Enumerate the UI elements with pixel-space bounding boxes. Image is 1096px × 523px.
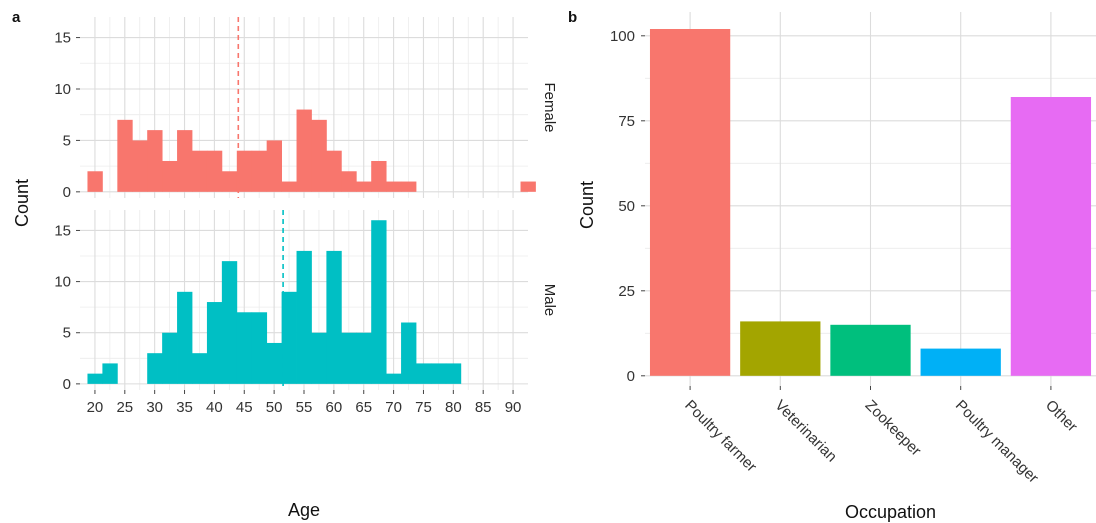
y-axis-title-count-b: Count — [577, 181, 597, 229]
x-tick-label: 85 — [475, 399, 492, 416]
histogram-bar — [371, 160, 387, 192]
histogram-bar — [326, 250, 342, 384]
histogram-bar — [281, 291, 297, 384]
histogram-bar — [386, 373, 402, 384]
histogram-bar — [386, 181, 402, 192]
facet-male: 0 5 10 15 Male — [54, 210, 558, 393]
x-tick-label: 80 — [445, 399, 462, 416]
histogram-bar — [356, 332, 372, 384]
x-tick-label: 50 — [266, 399, 283, 416]
histogram-bar — [371, 220, 387, 384]
histogram-bar — [162, 160, 178, 192]
panel-b-occupation-bar-chart: b 0 25 50 75 100 Poultry farmer Veterinarian Zoo… — [568, 9, 1096, 522]
x-tick-label: 75 — [415, 399, 432, 416]
histogram-bar — [87, 171, 103, 192]
histogram-bar — [296, 109, 312, 192]
bar-poultry-farmer — [649, 29, 731, 376]
x-tick-label: Poultry manager — [952, 397, 1042, 487]
histogram-bar — [266, 140, 282, 192]
histogram-bar — [221, 171, 238, 192]
x-tick-label: 65 — [355, 399, 372, 416]
panel-label-b: b — [568, 9, 577, 26]
histogram-bar — [311, 332, 327, 384]
histogram-bar — [251, 312, 268, 384]
histogram-bar — [416, 363, 432, 384]
histogram-bar — [311, 119, 327, 192]
histogram-bar — [177, 291, 193, 384]
x-tick-label: Other — [1042, 397, 1081, 436]
histogram-bar — [117, 119, 133, 192]
y-tick-label: 15 — [54, 222, 71, 239]
bar-poultry-manager — [920, 348, 1001, 376]
y-tick-label: 0 — [63, 184, 71, 201]
histogram-bar — [206, 150, 223, 192]
x-tick-label: Zookeeper — [862, 397, 925, 460]
y-tick-label: 0 — [63, 376, 71, 393]
histogram-bar — [266, 342, 282, 384]
bar-other — [1010, 97, 1092, 376]
x-tick-label: Veterinarian — [771, 397, 840, 466]
histogram-bar — [296, 250, 312, 384]
histogram-bar — [236, 150, 253, 192]
histogram-bar — [430, 363, 447, 384]
histogram-bar — [401, 181, 417, 192]
y-tick-label: 0 — [627, 368, 635, 385]
histogram-bar — [520, 181, 536, 192]
y-tick-label: 75 — [618, 113, 635, 130]
histogram-bar — [401, 322, 417, 384]
y-tick-label: 25 — [618, 283, 635, 300]
x-tick-label: 20 — [87, 399, 104, 416]
y-tick-label: 100 — [610, 28, 635, 45]
histogram-bar — [147, 353, 163, 384]
x-tick-label: 60 — [326, 399, 343, 416]
x-tick-label: 70 — [385, 399, 402, 416]
x-tick-label: 25 — [116, 399, 133, 416]
y-tick-label: 10 — [54, 274, 71, 291]
histogram-bar — [206, 302, 223, 384]
y-tick-label: 15 — [54, 30, 71, 47]
x-axis-title-age: Age — [288, 500, 320, 520]
panel-label-a: a — [12, 9, 21, 26]
histogram-bar — [162, 332, 178, 384]
histogram-bar — [87, 373, 103, 384]
histogram-bar — [251, 150, 268, 192]
histogram-bar — [236, 312, 253, 384]
x-tick-label: Poultry farmer — [681, 397, 760, 476]
y-tick-label: 10 — [54, 81, 71, 98]
x-tick-label: 90 — [505, 399, 522, 416]
y-tick-label: 50 — [618, 198, 635, 215]
x-axis-title-occupation: Occupation — [845, 502, 936, 522]
facet-female: 0 5 10 15 Female — [54, 17, 558, 201]
histogram-bar — [192, 150, 208, 192]
x-tick-label: 40 — [206, 399, 223, 416]
histogram-bar — [445, 363, 462, 384]
histogram-bar — [177, 130, 193, 192]
histogram-bar — [221, 261, 238, 384]
histogram-bar — [147, 130, 163, 192]
x-tick-label: 35 — [176, 399, 193, 416]
x-tick-label: 55 — [296, 399, 313, 416]
y-axis-title-count-a: Count — [12, 179, 32, 227]
histogram-bar — [341, 171, 357, 192]
histogram-bar — [356, 181, 372, 192]
histogram-bar — [102, 363, 118, 384]
facet-strip-label-male: Male — [541, 284, 558, 317]
histogram-bar — [341, 332, 357, 384]
bar-zookeeper — [830, 324, 911, 376]
x-tick-label: 30 — [146, 399, 163, 416]
facet-strip-label-female: Female — [541, 82, 558, 132]
histogram-bar — [326, 150, 342, 192]
panel-a-age-histogram: a 0 5 10 15 Female 0 5 10 15 Male 20 25 30 35 40 45 50 55 6… — [12, 9, 558, 520]
y-tick-label: 5 — [63, 325, 71, 342]
histogram-bar — [281, 181, 297, 192]
bar-veterinarian — [740, 321, 821, 376]
histogram-bar — [132, 140, 148, 192]
histogram-bar — [192, 353, 208, 384]
x-tick-label: 45 — [236, 399, 253, 416]
y-tick-label: 5 — [63, 132, 71, 149]
